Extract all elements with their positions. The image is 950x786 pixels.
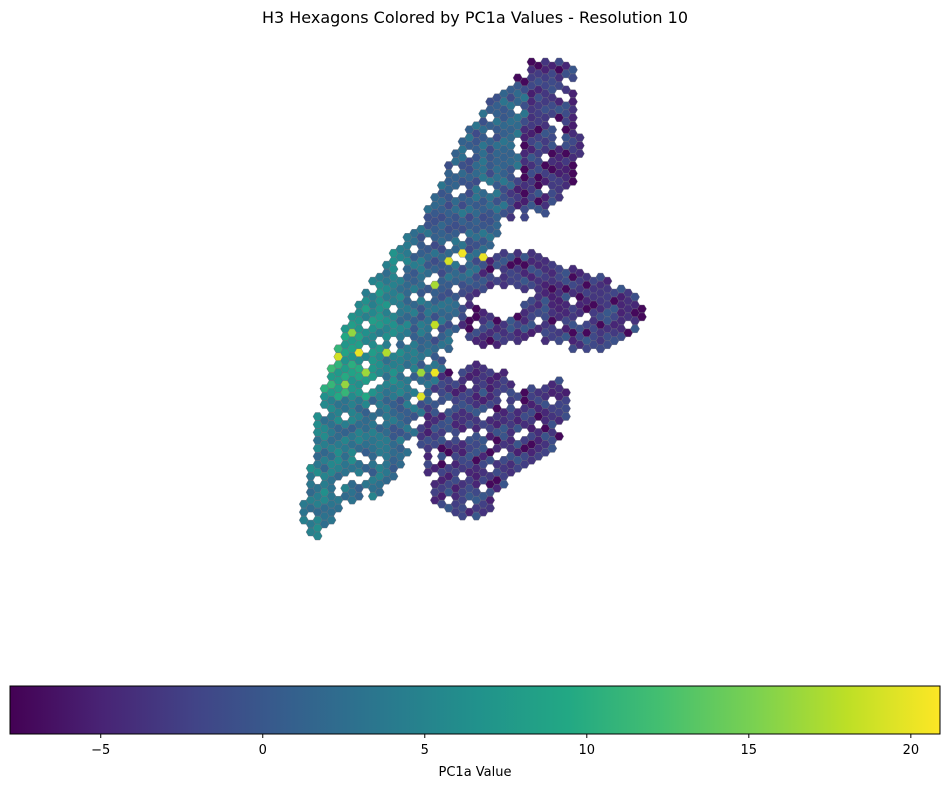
h3-hexagon <box>630 324 640 333</box>
h3-hexagon <box>381 340 392 349</box>
h3-hexagon <box>540 209 551 218</box>
h3-hexagon <box>568 73 578 83</box>
h3-hexagon <box>568 169 578 178</box>
colorbar-label: PC1a Value <box>439 765 512 780</box>
colorbar-tick-label: 5 <box>421 743 429 758</box>
h3-hexagon <box>402 448 413 457</box>
h3-hexagon <box>505 141 516 150</box>
colorbar-tick-label: −5 <box>91 743 110 758</box>
colorbar: −5 0 5 10 15 20 PC1a Value <box>9 685 941 780</box>
h3-hexagon <box>568 97 578 106</box>
h3-hexagon <box>374 488 385 497</box>
hexagon-map <box>298 57 647 541</box>
h3-hexagon <box>519 213 530 222</box>
h3-hexagon <box>574 141 585 150</box>
h3-hexagon <box>395 460 406 469</box>
h3-hexagon <box>492 221 502 230</box>
h3-hexagon <box>568 161 578 170</box>
h3-hexagon <box>630 292 640 302</box>
h3-hexagon <box>443 336 454 345</box>
h3-hexagon <box>485 503 495 513</box>
colorbar-ticks: −5 0 5 10 15 20 <box>91 734 919 758</box>
h3-hexagon <box>574 149 585 158</box>
h3-hexagon <box>547 444 558 453</box>
h3-hexagon <box>561 412 571 421</box>
h3-hexagon <box>423 452 433 461</box>
h3-hexagon <box>326 484 337 493</box>
h3-hexagon <box>561 396 571 405</box>
h3-hexagon <box>637 312 647 322</box>
h3-hexagon <box>326 515 337 525</box>
h3-hexagon <box>568 177 578 186</box>
colorbar-tick-label: 15 <box>741 743 758 758</box>
h3-hexagon <box>505 213 516 222</box>
h3-hexagon <box>312 531 323 541</box>
colorbar-tick-label: 20 <box>903 743 920 758</box>
h3-hexagon <box>354 492 364 501</box>
h3-hexagon <box>436 356 447 365</box>
h3-hexagon <box>499 480 509 489</box>
h3-hexagon <box>568 65 578 75</box>
h3-hexagon <box>568 121 578 130</box>
h3-hexagon <box>443 368 454 377</box>
h3-hexagon <box>492 229 502 238</box>
h3-hexagon <box>568 89 578 98</box>
h3-hexagon <box>492 396 502 405</box>
h3-hexagon <box>443 344 454 353</box>
h3-hexagon <box>499 368 509 377</box>
h3-hexagon <box>485 241 495 250</box>
h3-hexagon <box>554 432 564 441</box>
h3-hexagon <box>554 193 564 202</box>
h3-hexagon <box>547 125 558 134</box>
colorbar-tick-label: 0 <box>259 743 267 758</box>
h3-hexagon <box>505 380 516 389</box>
map-title: H3 Hexagons Colored by PC1a Values - Res… <box>262 8 688 27</box>
colorbar-tick-label: 10 <box>579 743 596 758</box>
colorbar-gradient <box>9 685 941 735</box>
h3-hexagon <box>333 503 344 513</box>
h3-hexagon <box>388 472 399 481</box>
h3-hexagon <box>561 388 571 397</box>
h3-hexagon <box>568 113 578 122</box>
h3-hexagon <box>388 264 399 274</box>
